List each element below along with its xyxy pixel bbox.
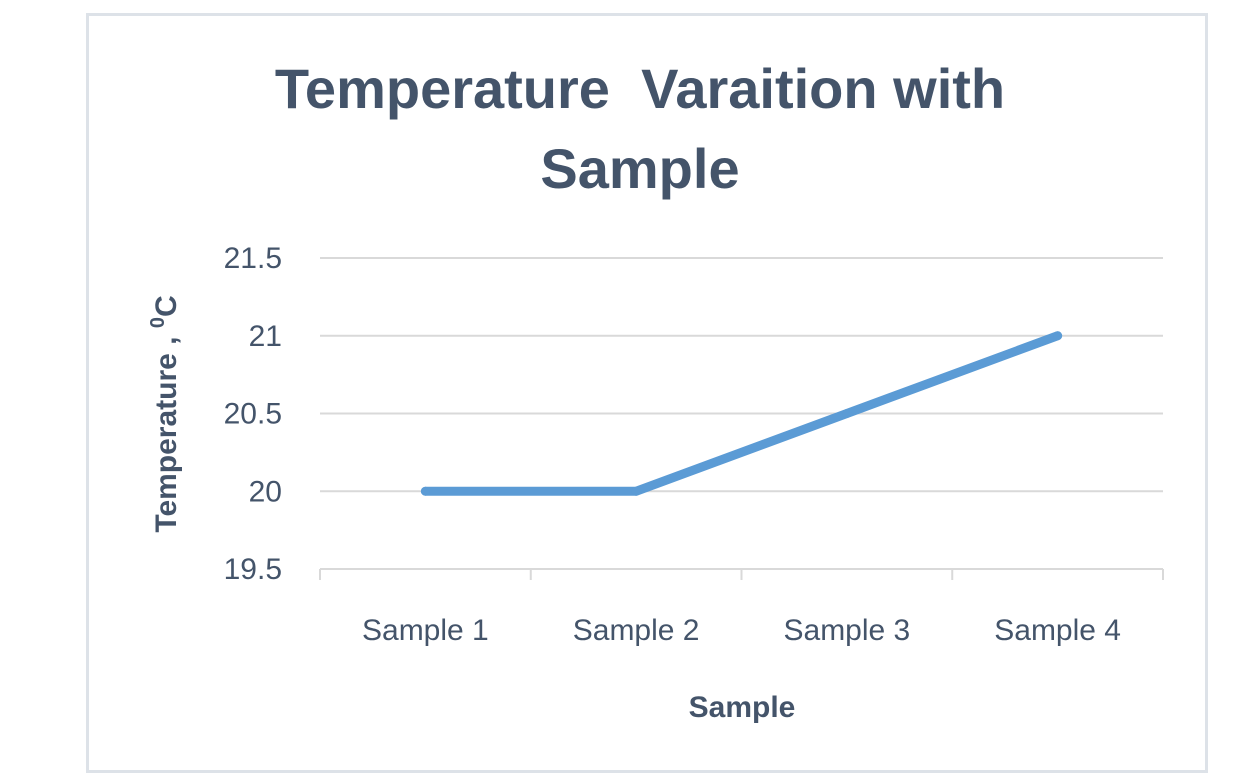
chart: Temperature Varaition with Sample 19.5 20… [147,57,1164,724]
x-tick-label: Sample 4 [994,614,1121,647]
chart-title-line-2: Sample [540,137,739,200]
x-tick-label: Sample 2 [573,614,700,647]
y-tick-label: 20 [249,475,282,508]
y-axis-title-unit: C [150,295,183,317]
data-point [420,486,430,496]
data-point [1053,331,1063,341]
y-axis-title-main: Temperature , [150,328,183,533]
chart-title-line-1: Temperature Varaition with [275,57,1005,120]
chart-frame [86,13,1208,773]
x-axis-tick-labels: Sample 1 Sample 2 Sample 3 Sample 4 [362,614,1121,647]
data-point [842,409,852,418]
y-tick-label: 21.5 [224,242,282,275]
y-axis-title: Temperature , 0C [147,295,183,532]
x-tick-label: Sample 1 [362,614,489,647]
y-tick-label: 19.5 [224,553,282,586]
y-tick-label: 21 [249,320,282,353]
data-point [631,486,641,496]
series-layer [420,331,1063,496]
x-axis [319,568,1164,580]
y-tick-label: 20.5 [224,398,282,431]
y-axis-tick-labels: 19.5 20 20.5 21 21.5 [224,242,282,586]
series-line [420,331,1063,496]
x-axis-title: Sample [689,691,796,724]
x-tick-label: Sample 3 [784,614,911,647]
y-axis-title-superscript: 0 [147,317,169,328]
